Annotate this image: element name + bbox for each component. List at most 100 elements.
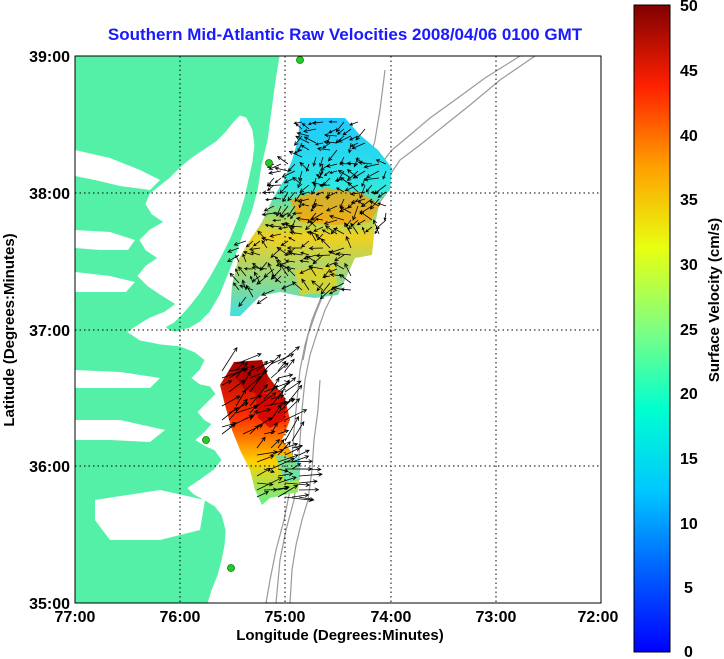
velocity-arrow [275, 259, 289, 270]
velocity-arrow [319, 183, 331, 188]
velocity-arrow [228, 379, 245, 393]
velocity-arrow [268, 223, 282, 229]
velocity-arrow [284, 398, 301, 414]
velocity-arrow [315, 253, 331, 258]
velocity-arrow [238, 296, 247, 308]
velocity-arrow [296, 131, 310, 137]
velocity-vectors [221, 120, 387, 503]
velocity-arrow [280, 212, 289, 218]
velocity-arrow [277, 485, 290, 491]
velocity-arrow [298, 467, 322, 472]
velocity-arrow [375, 159, 387, 165]
colorbar-label: Surface Velocity (cm/s) [706, 218, 723, 382]
velocity-arrow [312, 156, 317, 167]
colorbar-tick-label: 0 [684, 644, 693, 659]
velocity-arrow [267, 184, 275, 191]
velocity-arrow [265, 197, 275, 202]
colorbar-tick-label: 45 [680, 63, 698, 80]
station-marker [227, 564, 235, 572]
velocity-arrow [256, 454, 275, 463]
velocity-arrow [322, 177, 331, 186]
velocity-arrow [277, 484, 299, 498]
velocity-arrow [242, 424, 264, 435]
velocity-arrow [345, 219, 352, 228]
velocity-arrow [221, 407, 239, 421]
colorbar-tick-label: 30 [680, 257, 698, 274]
velocity-arrow [295, 123, 303, 130]
velocity-arrow [252, 240, 261, 247]
velocity-arrow [294, 191, 303, 203]
velocity-arrow [268, 163, 282, 170]
radar-stations [202, 56, 304, 572]
velocity-arrow [228, 414, 254, 428]
velocity-arrow [279, 263, 289, 277]
velocity-arrow [274, 275, 282, 283]
velocity-arrow [319, 289, 331, 300]
velocity-arrow [300, 251, 310, 256]
velocity-arrow [305, 219, 317, 231]
velocity-arrow [284, 442, 299, 449]
velocity-arrow [263, 354, 282, 372]
velocity-arrow [235, 360, 245, 372]
velocity-arrow [235, 268, 240, 277]
velocity-arrow [298, 449, 310, 456]
velocity-arrow [298, 479, 318, 484]
velocity-arrow [270, 457, 296, 470]
velocity-arrow [269, 233, 282, 238]
velocity-arrow [270, 377, 280, 393]
velocity-arrow [277, 346, 300, 365]
velocity-arrow [221, 395, 241, 407]
velocity-arrow [356, 219, 366, 226]
velocity-arrow [249, 383, 268, 407]
velocity-arrow [235, 361, 248, 379]
velocity-arrow [250, 251, 261, 256]
velocity-arrow [228, 365, 255, 372]
velocity-arrow [235, 353, 262, 365]
velocity-arrow [291, 281, 303, 291]
velocity-arrow [344, 222, 352, 235]
velocity-arrow [300, 240, 310, 248]
y-axis-ticks: 39:00 38:00 37:00 36:00 35:00 [29, 49, 70, 613]
velocity-arrow [382, 170, 387, 180]
velocity-arrow [300, 144, 310, 151]
velocity-arrow [357, 200, 366, 207]
velocity-arrow [334, 177, 345, 182]
velocity-arrow [256, 467, 272, 477]
velocity-arrow [251, 265, 268, 270]
velocity-arrow [309, 265, 317, 277]
velocity-arrow [254, 271, 261, 284]
velocity-arrow [292, 211, 303, 216]
velocity-arrow [249, 275, 254, 284]
velocity-arrow [295, 135, 310, 144]
velocity-arrow [263, 205, 275, 212]
velocity-arrow [328, 128, 338, 134]
velocity-arrow [309, 220, 317, 228]
velocity-arrow [363, 177, 380, 182]
velocity-arrow [276, 205, 282, 217]
grid-lines [75, 56, 601, 603]
velocity-arrow [256, 477, 283, 491]
colorbar-tick-label: 25 [680, 322, 698, 339]
velocity-arrow [299, 268, 310, 274]
velocity-arrow [280, 240, 289, 246]
velocity-arrow [324, 225, 338, 235]
velocity-arrow [298, 472, 323, 477]
velocity-arrow [345, 235, 352, 249]
velocity-arrow [286, 245, 302, 251]
velocity-arrow [326, 163, 338, 168]
velocity-arrow [221, 423, 237, 435]
velocity-arrow [310, 212, 324, 221]
velocity-arrow [287, 251, 303, 256]
velocity-arrow [351, 142, 366, 150]
velocity-arrow [277, 379, 290, 400]
velocity-arrow [325, 191, 338, 198]
velocity-arrow [249, 409, 258, 421]
velocity-arrow [227, 247, 240, 253]
velocity-arrow [325, 261, 338, 268]
velocity-arrow [291, 493, 310, 498]
velocity-arrow [339, 206, 352, 214]
colorbar-ticks: 50 45 40 35 30 25 20 15 10 5 0 [680, 0, 698, 659]
velocity-arrow [337, 170, 352, 179]
station-marker [265, 159, 273, 167]
velocity-arrow [261, 289, 275, 296]
